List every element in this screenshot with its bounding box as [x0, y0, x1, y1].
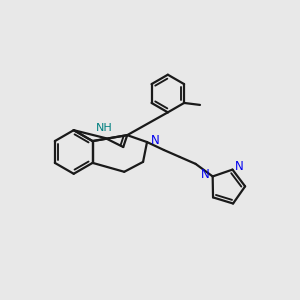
Text: N: N [151, 134, 160, 147]
Text: NH: NH [96, 123, 113, 133]
Text: N: N [235, 160, 243, 173]
Text: N: N [201, 168, 210, 181]
